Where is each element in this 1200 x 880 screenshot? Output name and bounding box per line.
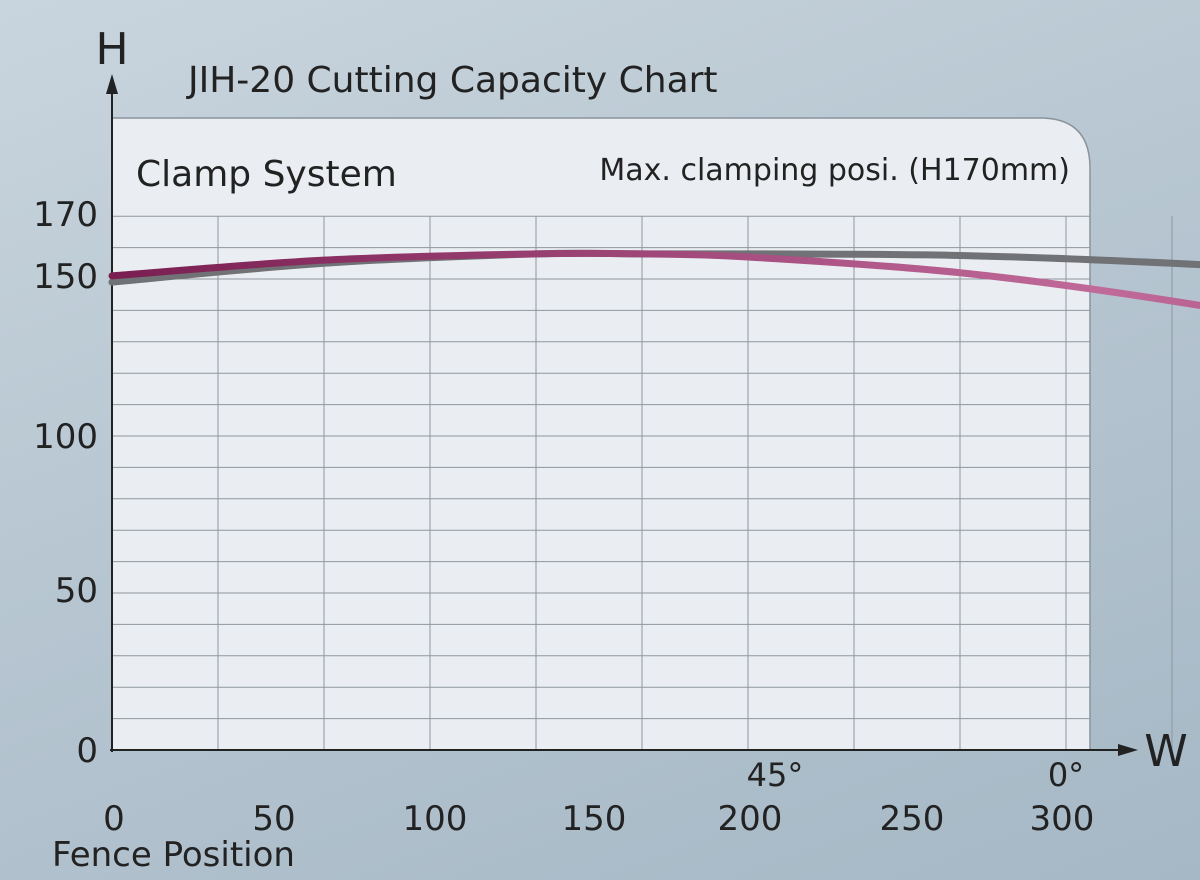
chart-title: JIH-20 Cutting Capacity Chart [186,60,718,101]
plot-panel [111,117,1091,751]
y-tick-label: 0 [76,731,98,771]
subtitle-left: Clamp System [136,154,397,195]
y-axis-arrow [106,74,118,94]
series-group [108,249,1200,309]
tick-labels: 0 50 100 150 200 250 300 0 50 100 150 170 [33,195,1094,839]
x-axis-arrow [1118,744,1138,756]
y-tick-label: 170 [33,195,98,235]
x-tick-label: 0 [103,799,125,839]
x-tick-label: 300 [1030,799,1095,839]
x-tick-label: 50 [252,799,295,839]
x-tick-label: 100 [403,799,468,839]
series-label-0: 0° [1048,756,1084,794]
axis-letter-w: W [1144,726,1188,777]
y-tick-label: 150 [33,257,98,297]
series-line-45deg [108,249,1200,309]
subtitle-right: Max. clamping posi. (H170mm) [599,153,1070,188]
y-tick-label: 100 [33,417,98,457]
x-tick-label: 200 [718,799,783,839]
x-tick-label: 250 [880,799,945,839]
series-label-45: 45° [747,756,804,794]
x-tick-label: 150 [562,799,627,839]
x-axis-title: Fence Position [52,835,295,875]
grid [112,215,1173,750]
axis-letter-h: H [95,24,128,75]
y-tick-label: 50 [55,571,98,611]
